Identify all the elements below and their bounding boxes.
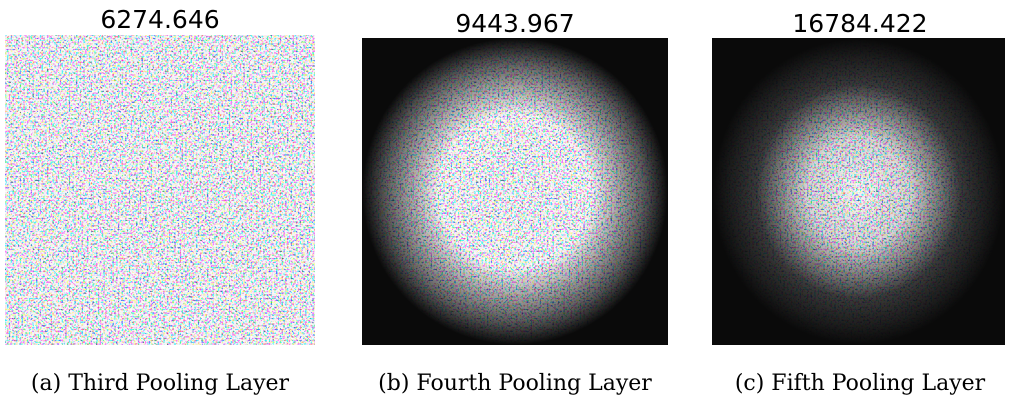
panel-caption: (b) Fourth Pooling Layer [378, 371, 652, 396]
panel-c: 16784.422 (c) Fifth Pooling Layer [712, 9, 1005, 396]
panel-title: 9443.967 [455, 9, 574, 38]
panel-b: 9443.967 (b) Fourth Pooling Layer [362, 9, 668, 396]
panel-title: 6274.646 [100, 5, 219, 34]
panel-title: 16784.422 [792, 9, 927, 38]
activation-image [5, 35, 315, 345]
panel-a: 6274.646 (a) Third Pooling Layer [5, 5, 315, 396]
activation-image [712, 38, 1005, 345]
figure: 6274.646 (a) Third Pooling Layer 9443.96… [0, 0, 1010, 402]
panel-caption: (a) Third Pooling Layer [31, 371, 290, 396]
panel-caption: (c) Fifth Pooling Layer [735, 371, 986, 396]
activation-image [362, 38, 668, 345]
